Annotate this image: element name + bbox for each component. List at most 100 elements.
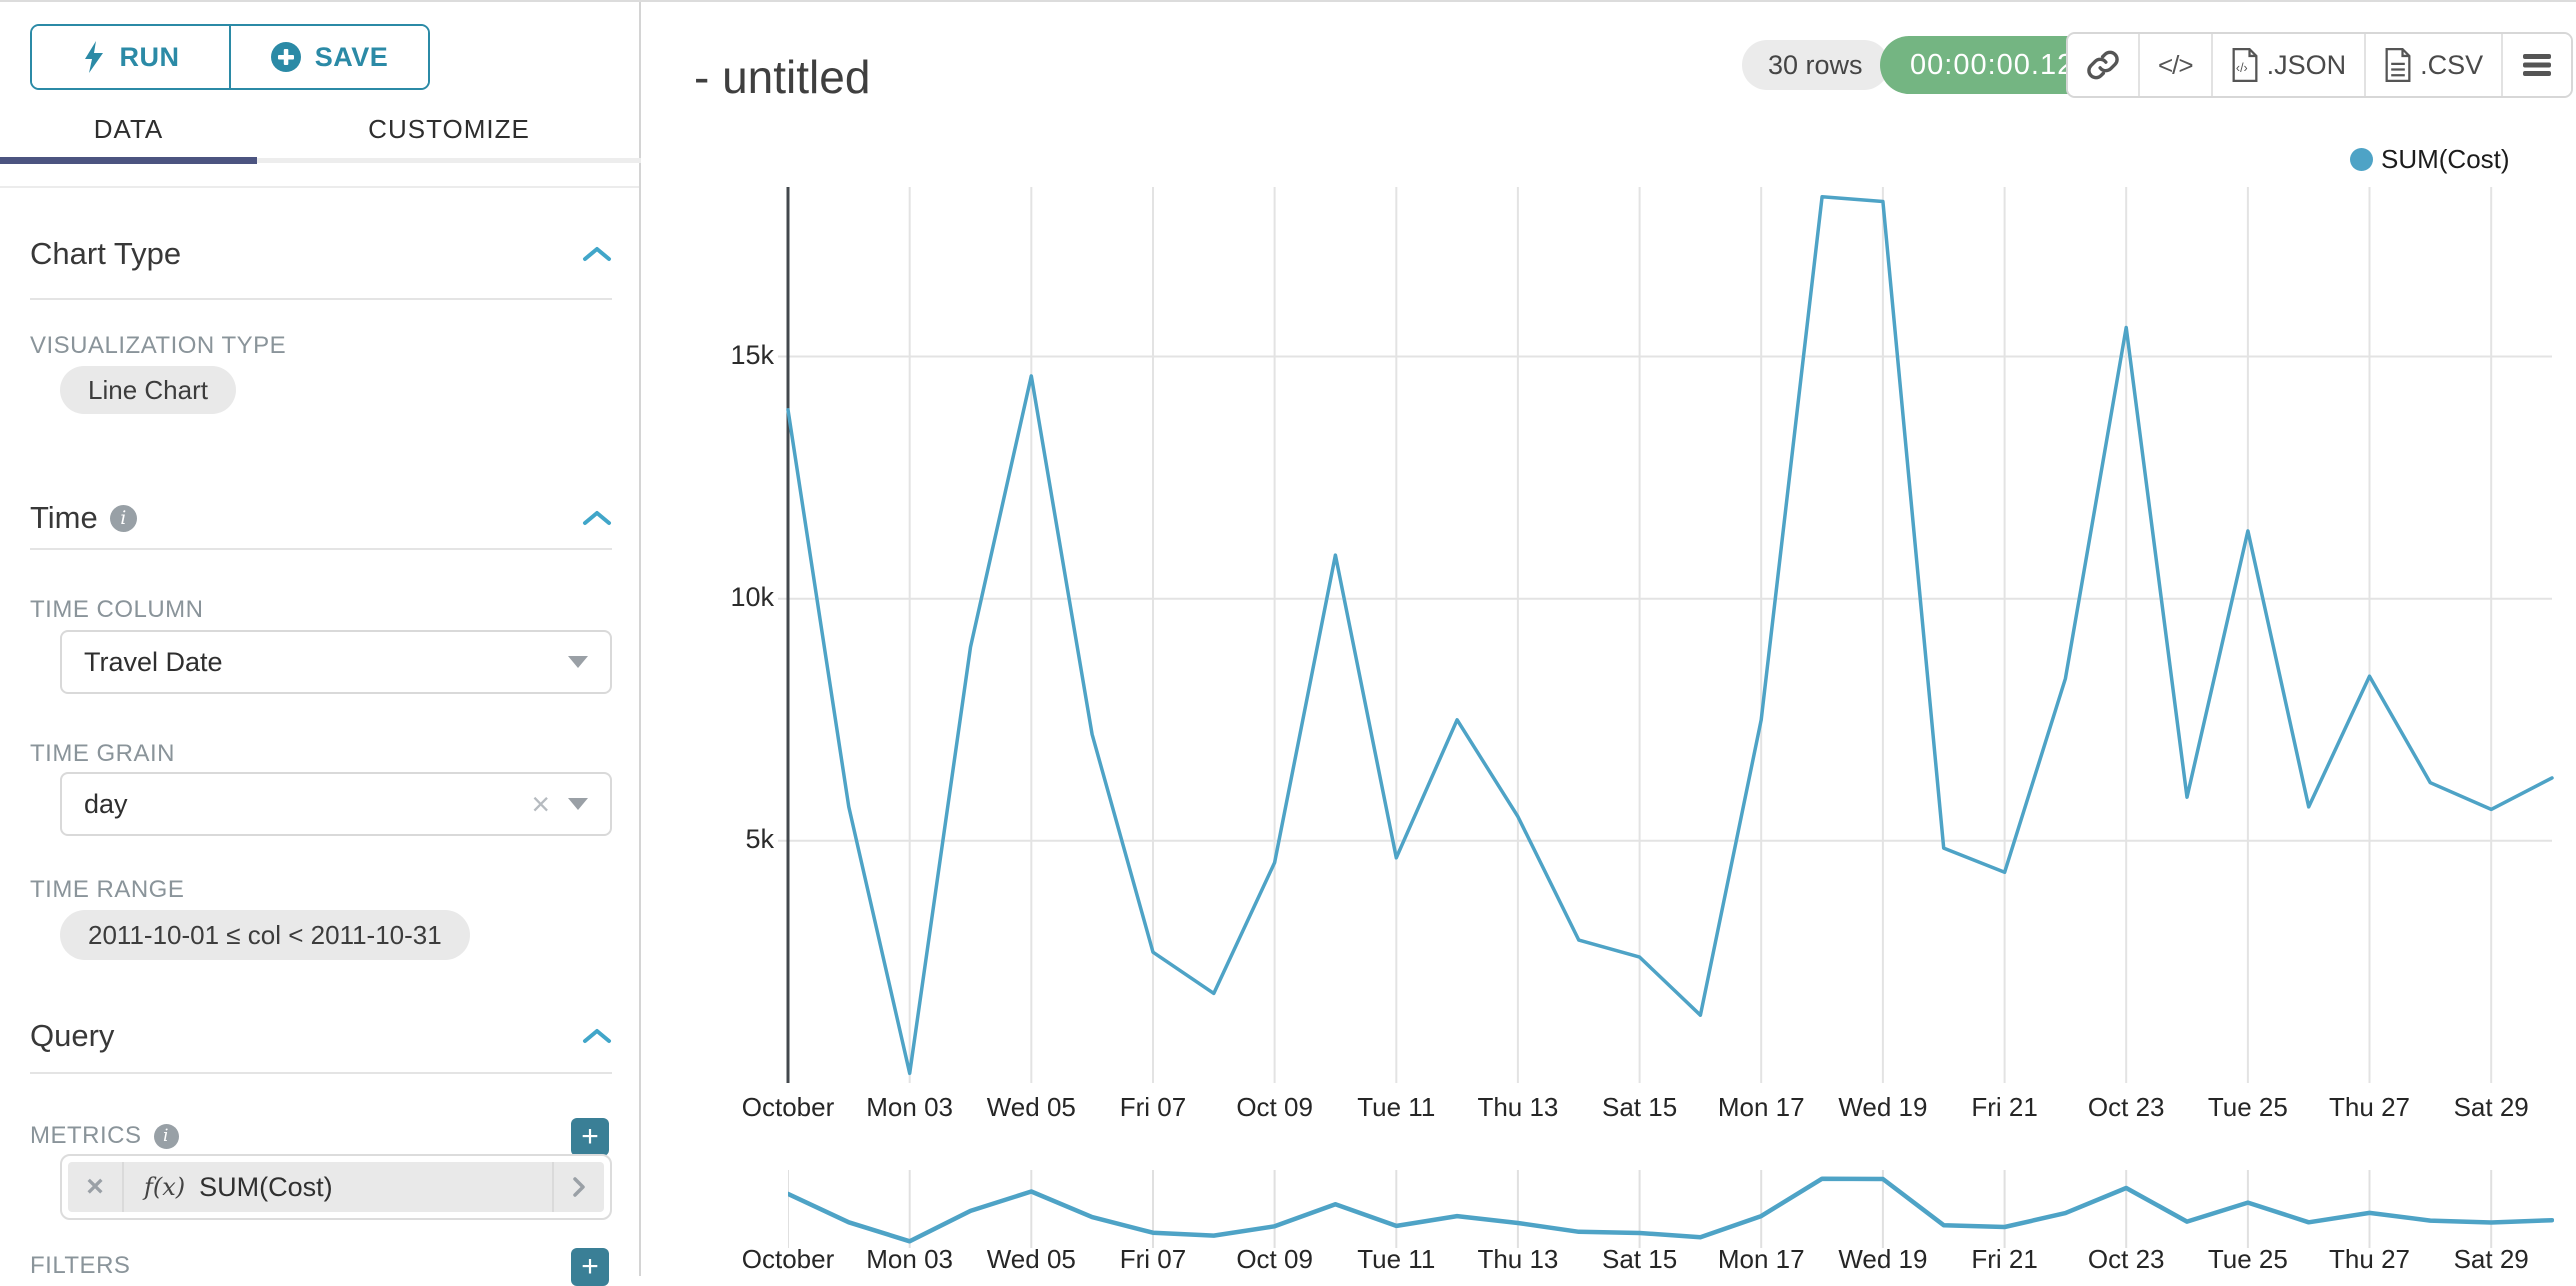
x-axis-label: Oct 09 [1236,1092,1313,1123]
chevron-up-icon[interactable] [582,246,612,262]
add-metric-button[interactable]: + [571,1118,609,1156]
time-column-value: Travel Date [84,647,223,678]
visualization-type-pill[interactable]: Line Chart [60,366,236,414]
caret-down-icon [568,798,588,810]
x-axis-label: Fri 07 [1120,1092,1186,1123]
tab-data[interactable]: DATA [0,98,257,160]
x-axis-label: Mon 03 [866,1092,953,1123]
minichart-x-axis-label: Wed 19 [1838,1244,1927,1275]
x-axis-label: October [742,1092,835,1123]
hamburger-icon [2521,52,2553,78]
tab-customize[interactable]: CUSTOMIZE [257,98,641,160]
export-json-button[interactable]: ‹/› .JSON [2211,34,2365,96]
code-icon: </> [2158,50,2193,81]
chart-type-section-header[interactable]: Chart Type [30,236,612,272]
run-button-label: RUN [120,42,180,73]
add-filter-button[interactable]: + [571,1248,609,1286]
active-tab-indicator [0,157,257,164]
run-save-button-group: RUN SAVE [30,24,430,90]
chart-type-section-title: Chart Type [30,236,181,272]
x-axis-label: Thu 27 [2329,1092,2410,1123]
filters-label: FILTERS [30,1252,130,1280]
x-axis-label: Mon 17 [1718,1092,1805,1123]
sidebar-tabs: DATA CUSTOMIZE [0,98,641,160]
expand-metric-zone[interactable] [552,1162,604,1212]
chart-actions-toolbar: </> ‹/› .JSON .CSV [2066,32,2573,98]
query-section-header[interactable]: Query [30,1018,612,1054]
time-column-select[interactable]: Travel Date [60,630,612,694]
minichart-x-axis-label: Wed 05 [987,1244,1076,1275]
fx-icon: f(x) [144,1173,185,1201]
row-count-badge: 30 rows [1742,40,1889,90]
chevron-up-icon[interactable] [582,510,612,526]
remove-metric-icon[interactable]: × [68,1162,124,1212]
time-grain-value: day [84,789,128,820]
time-range-pill[interactable]: 2011-10-01 ≤ col < 2011-10-31 [60,910,470,960]
lightning-icon [82,41,106,73]
minichart-x-axis-label: Mon 03 [866,1244,953,1275]
visualization-type-label: VISUALIZATION TYPE [30,332,286,360]
y-axis-label: 10k [692,582,774,613]
section-divider [30,1072,612,1074]
file-code-icon: ‹/› [2231,48,2259,82]
metric-value: SUM(Cost) [199,1172,333,1203]
metrics-label-row: METRICS i [30,1122,179,1150]
share-link-button[interactable] [2068,34,2138,96]
time-range-value: 2011-10-01 ≤ col < 2011-10-31 [88,920,442,951]
chart-menu-button[interactable] [2501,34,2571,96]
link-icon [2086,48,2120,82]
file-text-icon [2384,48,2412,82]
tab-customize-label: CUSTOMIZE [368,114,530,145]
save-button[interactable]: SAVE [229,26,428,88]
legend-series-label: SUM(Cost) [2381,144,2510,175]
minichart-x-axis-label: Oct 09 [1236,1244,1313,1275]
run-button[interactable]: RUN [32,26,229,88]
minichart-x-axis-label: October [742,1244,835,1275]
minichart-x-axis-label: Sat 15 [1602,1244,1677,1275]
chevron-right-icon [573,1177,585,1197]
time-section-header[interactable]: Time i [30,500,612,536]
chart-title[interactable]: - untitled [694,50,870,104]
chart-panel: - untitled 30 rows 00:00:00.12 </> ‹/› .… [642,2,2576,1276]
chevron-up-icon[interactable] [582,1028,612,1044]
minichart-x-axis-label: Fri 21 [1971,1244,2037,1275]
info-icon: i [154,1124,179,1149]
export-csv-button[interactable]: .CSV [2364,34,2501,96]
tab-data-label: DATA [94,114,163,145]
y-axis-label: 5k [692,824,774,855]
control-panel-sidebar: RUN SAVE DATA CUSTOMIZE Char [0,2,641,1276]
x-axis-label: Tue 11 [1357,1092,1435,1123]
time-grain-select[interactable]: day × [60,772,612,836]
x-axis-label: Wed 05 [987,1092,1076,1123]
y-axis-label: 15k [692,340,774,371]
x-axis-label: Oct 23 [2088,1092,2165,1123]
minichart-x-axis-label: Mon 17 [1718,1244,1805,1275]
chart-legend[interactable]: SUM(Cost) [2350,144,2510,175]
metric-pill-sum-cost[interactable]: × f(x) SUM(Cost) [68,1162,604,1212]
section-divider [30,298,612,300]
metrics-label: METRICS [30,1122,142,1150]
time-column-label: TIME COLUMN [30,596,204,624]
time-range-label: TIME RANGE [30,876,184,904]
x-axis-label: Sat 29 [2454,1092,2529,1123]
plus-circle-icon [271,42,301,72]
minichart-x-axis-label: Tue 11 [1357,1244,1435,1275]
x-axis-label: Thu 13 [1477,1092,1558,1123]
minichart-x-axis-label: Fri 07 [1120,1244,1186,1275]
clear-x-icon[interactable]: × [531,788,550,820]
x-axis-label: Sat 15 [1602,1092,1677,1123]
x-axis-label: Tue 25 [2208,1092,2288,1123]
minichart-x-axis-label: Thu 27 [2329,1244,2410,1275]
section-divider [30,548,612,550]
minichart-x-axis-label: Tue 25 [2208,1244,2288,1275]
brush-minichart[interactable] [788,1170,2554,1248]
embed-code-button[interactable]: </> [2138,34,2211,96]
legend-dot [2350,148,2373,171]
json-label: .JSON [2267,50,2347,81]
tabbar-divider [0,186,639,188]
x-axis-label: Wed 19 [1838,1092,1927,1123]
info-icon: i [110,505,137,532]
minichart-x-axis-label: Thu 13 [1477,1244,1558,1275]
line-chart[interactable] [778,187,2554,1083]
